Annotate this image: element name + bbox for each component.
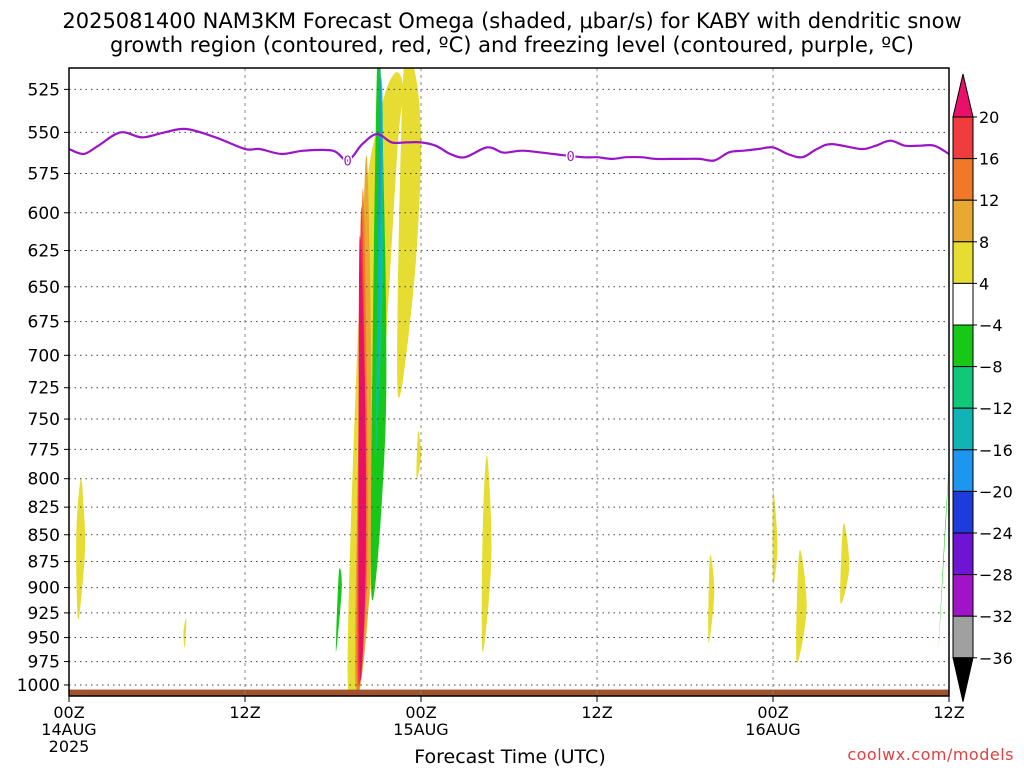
x-tick-label: 14AUG [41,720,96,739]
y-tick-label: 625 [28,242,60,262]
colorbar-label: −16 [979,441,1013,460]
colorbar-label: −20 [979,482,1013,501]
colorbar-segment [952,366,974,409]
freezing-level-label-1: 0 [566,150,574,165]
x-tick-label: 12Z [581,703,612,722]
x-tick-label: 2025 [49,737,90,756]
x-tick-label: 00Z [53,703,84,722]
x-tick-label: 12Z [933,703,964,722]
y-tick-label: 525 [28,80,60,100]
colorbar-label: 20 [979,108,999,127]
omega-region-0 [76,478,86,620]
x-tick-label: 00Z [757,703,788,722]
omega-region-4 [416,430,422,480]
colorbar-label: 4 [979,274,989,293]
x-tick-label: 12Z [229,703,260,722]
chart-title-line-1: 2025081400 NAM3KM Forecast Omega (shaded… [62,9,962,33]
colorbar-segment [952,532,974,576]
colorbar-segment [952,657,974,702]
colorbar-segment [952,490,974,534]
grid-layer [69,68,949,696]
y-tick-label: 750 [28,410,60,430]
colorbar-segment [952,615,974,659]
y-tick-label: 925 [28,604,60,624]
omega-region-19 [378,68,382,245]
x-tick-label: 00Z [405,703,436,722]
colorbar-label: −8 [979,358,1003,377]
colorbar-segment [952,199,974,243]
colorbar-label: −4 [979,316,1003,335]
omega-region-7 [772,489,778,585]
colorbar-label: −12 [979,399,1013,418]
ground-layer [69,689,949,696]
y-axis: 525 550 575 600 625 650 675 700 725 750 775 800 825 8… [17,80,69,696]
omega-region-3 [397,68,422,398]
colorbar: 20 16 12 8 4 −4 −8 −12 −16 −20 −24 −28 −32 −36 [952,73,1013,702]
colorbar-label: 16 [979,150,999,169]
y-tick-label: 775 [28,440,60,460]
omega-region-8 [796,549,807,663]
y-tick-label: 550 [28,123,60,143]
y-tick-label: 1000 [17,676,60,696]
x-tick-label: 16AUG [745,720,800,739]
omega-region-1 [183,617,187,648]
y-tick-label: 650 [28,278,60,298]
chart-title-line-2: growth region (contoured, red, ºC) and f… [110,33,914,57]
colorbar-label: −24 [979,524,1013,543]
omega-region-14 [335,568,342,653]
colorbar-segment [952,158,974,201]
colorbar-label: 8 [979,233,989,252]
freezing-level-line [69,127,949,162]
plot-background [69,68,949,696]
y-tick-label: 700 [28,346,60,366]
colorbar-segment [952,73,974,118]
colorbar-segment [952,574,974,617]
colorbar-segment [952,407,974,451]
colorbar-segment [952,282,974,326]
y-tick-label: 900 [28,579,60,599]
y-tick-label: 850 [28,526,60,546]
y-tick-label: 875 [28,553,60,573]
colorbar-segment [952,116,974,160]
colorbar-label: −28 [979,566,1013,585]
omega-region-13 [358,235,366,681]
freezing-level-label-0: 0 [344,155,352,170]
credit-link[interactable]: coolwx.com/models [847,745,1014,764]
x-tick-label: 15AUG [393,720,448,739]
x-axis-title: Forecast Time (UTC) [414,746,606,768]
y-tick-label: 675 [28,313,60,333]
colorbar-label: −32 [979,607,1013,626]
y-tick-label: 575 [28,164,60,184]
y-tick-label: 950 [28,629,60,649]
plot-frame [68,67,950,697]
y-tick-label: 725 [28,379,60,399]
y-tick-label: 825 [28,498,60,518]
omega-region-5 [481,455,492,653]
y-tick-label: 800 [28,470,60,490]
colorbar-label: 12 [979,191,999,210]
ground-surface [69,689,949,696]
omega-region-9 [840,523,850,604]
colorbar-segment [952,324,974,368]
omega-region-15 [938,465,949,648]
omega-shading-layer [76,68,949,696]
y-tick-label: 975 [28,653,60,673]
colorbar-segment [952,449,974,492]
y-tick-label: 600 [28,204,60,224]
colorbar-segment [952,241,974,284]
omega-region-6 [708,554,715,644]
colorbar-label: −36 [979,649,1013,668]
